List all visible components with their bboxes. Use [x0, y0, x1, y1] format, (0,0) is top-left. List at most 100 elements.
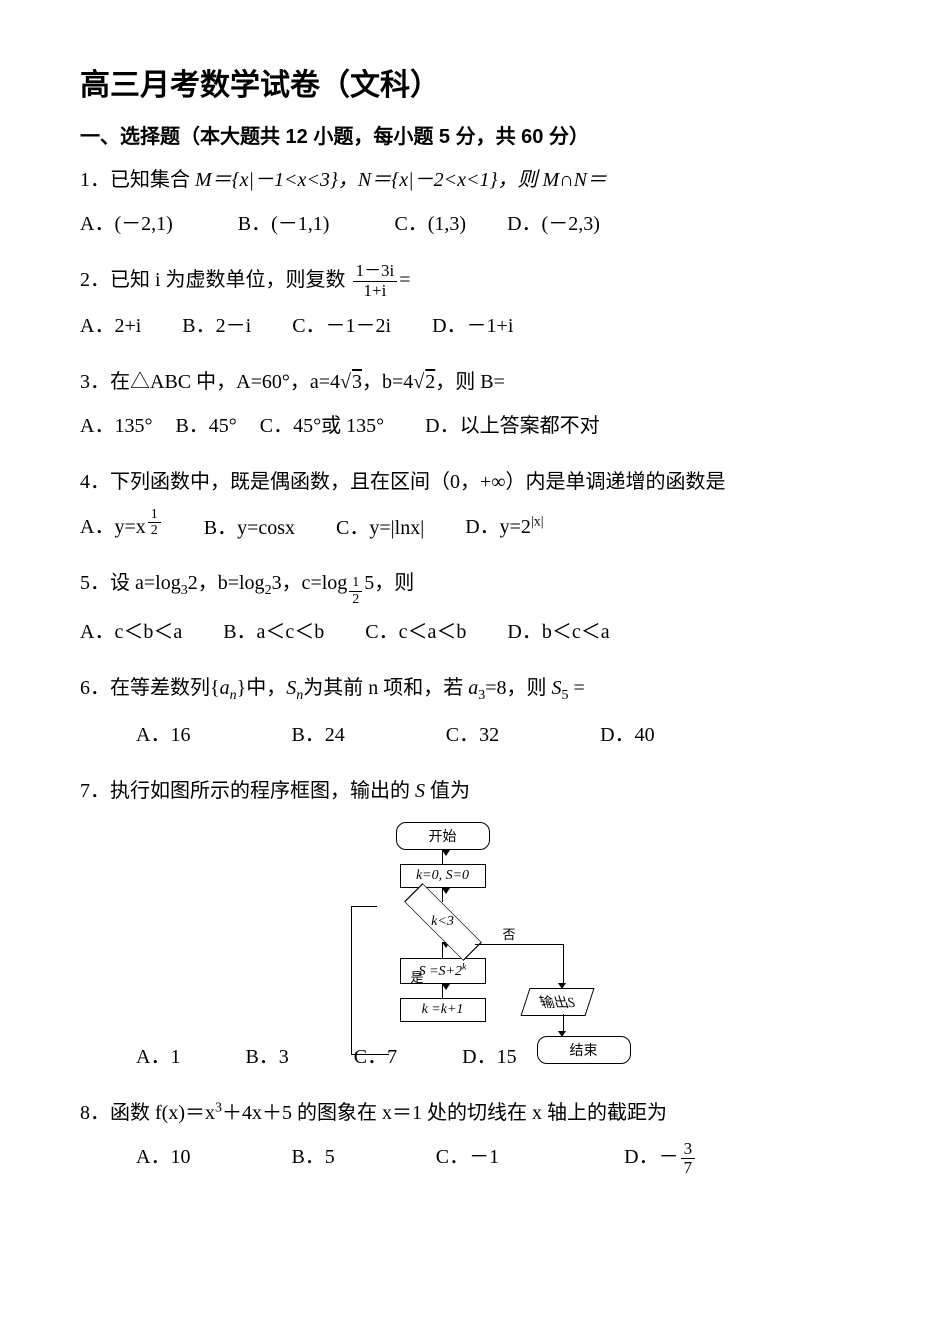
q6-mid3: =8，则: [485, 677, 546, 699]
q2-options: A．2+i B．2－i C．－1－2i D．－1+i: [80, 307, 865, 345]
q1-opt-c: C．(1,3): [394, 213, 466, 235]
q7-options: A．1 B．3 C．7 D．15: [136, 1038, 865, 1076]
q7-opt-b: B．3: [245, 1046, 288, 1068]
q8-exp: 3: [215, 1101, 222, 1116]
q1-opt-d: D．(－2,3): [507, 213, 600, 235]
q5-mid1: 2，b=log: [188, 572, 265, 594]
fc-init: k=0, S=0: [400, 864, 486, 888]
q6-pre: 6．在等差数列{: [80, 677, 220, 699]
fc-output: 输出 S: [525, 988, 590, 1016]
q4-opt-c: C．y=|lnx|: [336, 516, 424, 538]
fc-step2-text: k =k+1: [422, 1002, 464, 1017]
question-1: 1．已知集合 M＝{x|－1<x<3}，N＝{x|－2<x<1}，则 M∩N＝: [80, 161, 865, 199]
q5-mid2: 3，c=log: [272, 572, 348, 594]
q3-stem-mid: ，b=4: [362, 371, 413, 393]
q2-frac-num: 1－3i: [353, 262, 398, 282]
q8-pre: 8．函数 f(x)＝x: [80, 1102, 215, 1124]
q4-options: A．y=x12 B．y=cosx C．y=|lnx| D．y=2|x|: [80, 507, 865, 547]
q7-opt-d: D．15: [462, 1046, 516, 1068]
q3-stem-post: ，则 B=: [435, 371, 505, 393]
q2-opt-c: C．－1－2i: [292, 315, 391, 337]
q5-sub3-den: 2: [349, 592, 362, 607]
fc-step1-exp: k: [462, 962, 466, 973]
q2-opt-d: D．－1+i: [432, 315, 513, 337]
fc-output-pre: 输出: [536, 992, 570, 1012]
q6-mid2: 为其前 n 项和，若: [303, 677, 463, 699]
q4-opt-d: D．y=2|x|: [465, 516, 543, 538]
q6-opt-a: A．16: [136, 724, 190, 746]
q2-stem-post: =: [399, 269, 410, 291]
q2-stem-pre: 2．已知 i 为虚数单位，则复数: [80, 269, 351, 291]
question-2: 2．已知 i 为虚数单位，则复数 1－3i1+i=: [80, 261, 865, 301]
q8-d-num: 3: [681, 1140, 696, 1160]
q8-opt-c: C．－1: [436, 1146, 499, 1168]
q3-stem-pre: 3．在△ABC 中，A=60°，a=4: [80, 371, 340, 393]
question-5: 5．设 a=log32，b=log23，c=log125，则: [80, 564, 865, 607]
fc-cond: k<3: [431, 914, 454, 930]
q2-opt-b: B．2－i: [182, 315, 251, 337]
q3-sqrt1: 3: [351, 371, 362, 393]
q6-sn: S: [286, 677, 296, 699]
question-3: 3．在△ABC 中，A=60°，a=4√3，b=4√2，则 B=: [80, 363, 865, 401]
q6-opt-c: C．32: [446, 724, 499, 746]
q8-opt-b: B．5: [291, 1146, 334, 1168]
page-title: 高三月考数学试卷（文科）: [80, 60, 865, 104]
q5-post: 5，则: [364, 572, 414, 594]
q6-an: a: [220, 677, 230, 699]
q4-a-pre: A．y=x: [80, 516, 146, 538]
q6-opt-d: D．40: [600, 724, 654, 746]
section-header: 一、选择题（本大题共 12 小题，每小题 5 分，共 60 分）: [80, 120, 865, 149]
q1-options: A．(－2,1) B．(－1,1) C．(1,3) D．(－2,3): [80, 205, 865, 243]
q6-options: A．16 B．24 C．32 D．40: [136, 716, 865, 754]
q8-post: ＋4x＋5 的图象在 x＝1 处的切线在 x 轴上的截距为: [222, 1102, 667, 1124]
q1-stem-pre: 1．已知集合: [80, 169, 195, 191]
q5-sub3-num: 1: [349, 575, 362, 591]
q3-sqrt2: 2: [424, 371, 435, 393]
q6-opt-b: B．24: [291, 724, 344, 746]
fc-step2: k =k+1: [400, 998, 486, 1022]
q7-opt-a: A．1: [136, 1046, 180, 1068]
q1-stem-m: M＝{x|－1<x<3}，: [195, 169, 358, 191]
q3-options: A．135° B．45° C．45°或 135° D．以上答案都不对: [80, 407, 865, 445]
q5-opt-d: D．b＜c＜a: [507, 621, 609, 643]
flowchart: 开始 k=0, S=0 k<3 是 S =S+2k k =k+1 否 输出: [303, 822, 643, 1023]
q8-d-pre: D．－: [624, 1146, 678, 1168]
q1-stem-n: N＝{x|－2<x<1}，则 M∩N＝: [358, 169, 607, 191]
fc-start: 开始: [396, 822, 490, 850]
q5-opt-c: C．c＜a＜b: [365, 621, 466, 643]
q4-opt-b: B．y=cosx: [204, 516, 295, 538]
q5-options: A．c＜b＜a B．a＜c＜b C．c＜a＜b D．b＜c＜a: [80, 613, 865, 651]
fc-step1-pre: S =S+2: [419, 964, 462, 979]
fc-yes-label: 是: [411, 967, 424, 986]
q5-stem-pre: 5．设 a=log: [80, 572, 181, 594]
q4-d-exp: |x|: [531, 515, 544, 530]
q6-mid1: }中，: [237, 677, 287, 699]
q1-opt-a: A．(－2,1): [80, 213, 173, 235]
fc-init-text: k=0, S=0: [416, 868, 469, 883]
q3-opt-a: A．135°: [80, 415, 152, 437]
q1-opt-b: B．(－1,1): [238, 213, 330, 235]
q5-opt-b: B．a＜c＜b: [223, 621, 324, 643]
q8-opt-a: A．10: [136, 1146, 190, 1168]
q2-fraction: 1－3i1+i: [353, 262, 398, 300]
fc-end: 结束: [537, 1036, 631, 1064]
fc-decision: k<3: [408, 902, 478, 942]
q4-opt-a: A．y=x12: [80, 516, 163, 538]
q6-s5: S: [552, 677, 562, 699]
q4-d-pre: D．y=2: [465, 516, 531, 538]
q7-opt-c: C．7: [354, 1046, 397, 1068]
fc-no-label: 否: [503, 924, 516, 943]
exam-page: 高三月考数学试卷（文科） 一、选择题（本大题共 12 小题，每小题 5 分，共 …: [0, 0, 945, 1256]
q3-opt-c: C．45°或 135°: [260, 415, 384, 437]
q8-opt-d: D．－37: [624, 1146, 697, 1168]
q6-post: =: [574, 677, 585, 699]
q6-s5-sub: 5: [562, 688, 569, 703]
q4-a-exp-num: 1: [148, 507, 161, 523]
question-8: 8．函数 f(x)＝x3＋4x＋5 的图象在 x＝1 处的切线在 x 轴上的截距…: [80, 1094, 865, 1132]
q3-opt-d: D．以上答案都不对: [425, 415, 599, 437]
q5-sub2: 2: [265, 583, 272, 598]
q8-d-den: 7: [681, 1159, 696, 1178]
q4-a-exp-den: 2: [148, 523, 161, 538]
q6-a3: a: [468, 677, 478, 699]
q8-options: A．10 B．5 C．－1 D．－37: [136, 1138, 865, 1178]
